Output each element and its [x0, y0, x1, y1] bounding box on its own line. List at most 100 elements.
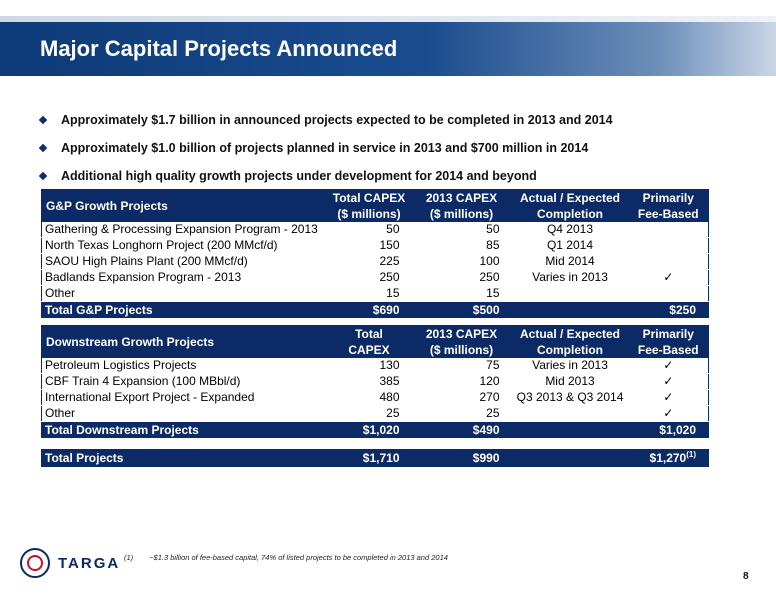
project-name: Gathering & Processing Expansion Program… — [41, 222, 327, 238]
capex-2013: $500 — [411, 301, 512, 319]
fee-based-check: ✓ — [628, 389, 709, 406]
targa-logo-icon — [20, 548, 50, 578]
capex-2013: 120 — [411, 373, 512, 390]
gp-header-total-unit: ($ millions) — [326, 206, 412, 222]
completion — [511, 421, 629, 439]
table-row: North Texas Longhorn Project (200 MMcf/d… — [41, 237, 709, 254]
completion: Mid 2014 — [511, 253, 629, 270]
total-label: Total G&P Projects — [41, 301, 327, 319]
project-name: Badlands Expansion Program - 2013 — [41, 269, 327, 286]
table-row: Badlands Expansion Program - 2013 250 25… — [41, 269, 709, 286]
project-name: Other — [41, 405, 327, 422]
total-capex: 50 — [326, 222, 412, 238]
completion — [511, 301, 629, 319]
total-capex: 480 — [326, 389, 412, 406]
fee-based-total: $1,270(1) — [628, 449, 709, 467]
total-capex: 25 — [326, 405, 412, 422]
total-capex: $1,020 — [326, 421, 412, 439]
footnote-text: ~$1.3 billion of fee-based capital, 74% … — [149, 553, 448, 562]
ds-header-fee-2: Fee-Based — [628, 342, 709, 358]
gp-header-2013: 2013 CAPEX — [411, 189, 512, 206]
fee-based-check: ✓ — [628, 373, 709, 390]
project-name: North Texas Longhorn Project (200 MMcf/d… — [41, 237, 327, 254]
fee-based-check: ✓ — [628, 269, 709, 286]
total-capex: 385 — [326, 373, 412, 390]
ds-header-2013: 2013 CAPEX — [411, 325, 512, 342]
footnote: (1) ~$1.3 billion of fee-based capital, 7… — [124, 553, 448, 562]
ds-header-total: Total — [326, 325, 412, 342]
fee-based-check — [628, 285, 709, 302]
table-row: Gathering & Processing Expansion Program… — [41, 222, 709, 238]
project-name: CBF Train 4 Expansion (100 MBbl/d) — [41, 373, 327, 390]
table-row: Other 25 25 ✓ — [41, 405, 709, 422]
project-name: SAOU High Plains Plant (200 MMcf/d) — [41, 253, 327, 270]
gp-header-total: Total CAPEX — [326, 189, 412, 206]
completion: Q4 2013 — [511, 222, 629, 238]
gp-header-fee: Primarily — [628, 189, 709, 206]
completion: Varies in 2013 — [511, 269, 629, 286]
bullet-item: Additional high quality growth projects … — [38, 162, 738, 190]
capex-2013: 50 — [411, 222, 512, 238]
total-capex: 225 — [326, 253, 412, 270]
ds-header-2013-unit: ($ millions) — [411, 342, 512, 358]
total-row: Total Downstream Projects $1,020 $490 $1… — [41, 421, 709, 439]
bullet-item: Approximately $1.7 billion in announced … — [38, 106, 738, 134]
completion — [511, 285, 629, 302]
project-name: Other — [41, 285, 327, 302]
downstream-projects-table: Downstream Growth Projects Total 2013 CA… — [41, 325, 709, 439]
gp-projects-table: G&P Growth Projects Total CAPEX 2013 CAP… — [41, 189, 709, 319]
capex-2013: 15 — [411, 285, 512, 302]
bullet-text: Approximately $1.0 billion of projects p… — [61, 141, 589, 155]
capex-2013: $490 — [411, 421, 512, 439]
total-row: Total G&P Projects $690 $500 $250 — [41, 301, 709, 319]
gp-header-completion-2: Completion — [511, 206, 629, 222]
ds-header-fee: Primarily — [628, 325, 709, 342]
ds-header-completion: Actual / Expected — [511, 325, 629, 342]
capex-2013: 25 — [411, 405, 512, 422]
total-label: Total Downstream Projects — [41, 421, 327, 439]
fee-based-check — [628, 253, 709, 270]
completion — [511, 449, 629, 467]
table-row: CBF Train 4 Expansion (100 MBbl/d) 385 1… — [41, 373, 709, 390]
completion: Varies in 2013 — [511, 358, 629, 374]
fee-based-check: ✓ — [628, 358, 709, 374]
fee-based-check: ✓ — [628, 405, 709, 422]
logo-wordmark: TARGA — [58, 554, 121, 572]
total-capex: 250 — [326, 269, 412, 286]
diamond-bullet-icon — [38, 115, 48, 125]
project-name: International Export Project - Expanded — [41, 389, 327, 406]
bullet-text: Approximately $1.7 billion in announced … — [61, 113, 613, 127]
table-row: Other 15 15 — [41, 285, 709, 302]
fee-based-check — [628, 237, 709, 254]
total-row: Total Projects $1,710 $990 $1,270(1) — [41, 449, 709, 467]
total-capex: 150 — [326, 237, 412, 254]
diamond-bullet-icon — [38, 171, 48, 181]
table-row: Petroleum Logistics Projects 130 75 Vari… — [41, 358, 709, 374]
fee-based-check — [628, 222, 709, 238]
bullet-item: Approximately $1.0 billion of projects p… — [38, 134, 738, 162]
gp-section-header: G&P Growth Projects — [41, 189, 327, 222]
ds-section-header: Downstream Growth Projects — [41, 325, 327, 358]
capex-2013: $990 — [411, 449, 512, 467]
total-capex: 130 — [326, 358, 412, 374]
targa-logo: TARGA — [20, 548, 120, 578]
fee-based-total-value: $1,270 — [649, 451, 687, 465]
bullet-list: Approximately $1.7 billion in announced … — [38, 106, 738, 190]
total-capex: $690 — [326, 301, 412, 319]
total-capex: 15 — [326, 285, 412, 302]
table-row: International Export Project - Expanded … — [41, 389, 709, 406]
project-name: Petroleum Logistics Projects — [41, 358, 327, 374]
completion: Mid 2013 — [511, 373, 629, 390]
capex-2013: 100 — [411, 253, 512, 270]
completion: Q1 2014 — [511, 237, 629, 254]
completion: Q3 2013 & Q3 2014 — [511, 389, 629, 406]
capex-2013: 85 — [411, 237, 512, 254]
footnote-mark: (1) — [124, 553, 134, 562]
footnote-ref: (1) — [686, 450, 696, 459]
header-band — [0, 16, 776, 76]
fee-based-total: $1,020 — [628, 421, 709, 439]
page-title: Major Capital Projects Announced — [40, 36, 398, 61]
capex-2013: 250 — [411, 269, 512, 286]
bullet-text: Additional high quality growth projects … — [61, 169, 537, 183]
capex-2013: 75 — [411, 358, 512, 374]
